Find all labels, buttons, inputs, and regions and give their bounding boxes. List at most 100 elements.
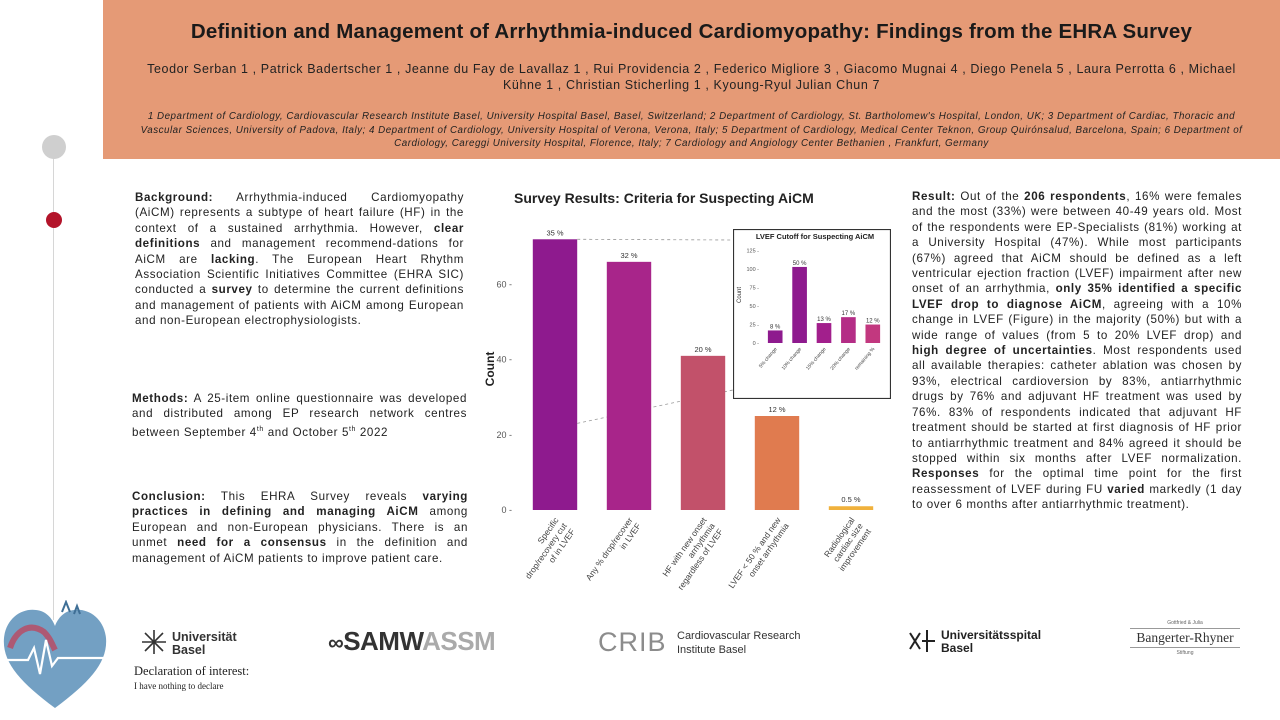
x-tick-label: Radiologicalcardiac sizeimprovement [820, 515, 873, 573]
result-text: Out of the [955, 190, 1025, 203]
bar-data-label: 20 % [694, 345, 711, 354]
inset-y-tick-label: 50 - [750, 304, 760, 310]
result-text: for the optimal time point for the first… [912, 467, 1242, 496]
inset-y-tick-label: 25 - [750, 323, 760, 329]
inset-title: LVEF Cutoff for Suspecting AiCM [756, 232, 874, 241]
samw-icon: ∞ [328, 630, 344, 655]
survey-bar-chart: Count 0 - 20 - 40 - 60 - 35 % Specificdrop/rec… [483, 228, 873, 596]
bar [754, 416, 800, 510]
inset-bar-data-label: 8 % [770, 324, 781, 330]
assm-text: ASSM [422, 626, 496, 656]
inset-bar [865, 324, 881, 343]
samw-text: SAMW [343, 626, 423, 656]
usb-logo-icon [909, 630, 935, 652]
methods-text: 2022 [356, 425, 389, 439]
result-label: Result: [912, 190, 956, 203]
result-section: Result: Out of the 206 respondents, 16% … [912, 189, 1242, 513]
result-emphasis: 206 respondents [1024, 190, 1127, 203]
bangerter-bottom: Stiftung [1176, 650, 1194, 656]
crib-logo: CRIB [598, 627, 667, 657]
lvef-inset-chart: LVEF Cutoff for Suspecting AiCM Count 0 - 2… [733, 229, 891, 399]
result-text: . Most respondents used all available th… [912, 344, 1242, 465]
usb-name: Universitätsspital Basel [941, 628, 1042, 655]
conclusion-emphasis: varying practices in defining and managi… [132, 490, 468, 519]
poster-header: Definition and Management of Arrhythmia-… [103, 0, 1280, 159]
bar-data-label: 12 % [768, 405, 785, 414]
x-tick-label-line: LVEF < 50 % and new [726, 515, 783, 590]
connector-line [577, 238, 734, 241]
inset-bar [767, 330, 783, 343]
result-emphasis: high degree of uncertainties [912, 344, 1093, 358]
timeline-rail [53, 150, 54, 620]
heart-ecg-icon [3, 600, 107, 708]
conclusion-section: Conclusion: This EHRA Survey reveals var… [132, 489, 468, 566]
bar [606, 261, 652, 510]
inset-y-tick-label: 0 - [753, 341, 760, 347]
declaration-text: I have nothing to declare [134, 681, 224, 691]
inset-y-tick-label: 125 - [746, 249, 759, 255]
inset-y-tick-label: 75 - [750, 286, 760, 292]
poster-title: Definition and Management of Arrhythmia-… [190, 20, 1193, 43]
conclusion-text: This EHRA Survey reveals [205, 490, 423, 503]
bar [532, 239, 578, 510]
result-emphasis: varied [1107, 482, 1145, 496]
inset-bar-data-label: 12 % [866, 319, 880, 325]
background-label: Background: [135, 191, 214, 204]
background-emphasis: survey [211, 283, 253, 297]
result-text: markedly (1 day to over 6 months after a… [912, 482, 1243, 512]
background-text: and management recommend-dations for AiC… [135, 237, 464, 266]
methods-label: Methods: [132, 392, 189, 405]
result-text: , 16% were females and the most (33%) we… [912, 190, 1243, 296]
y-axis-label: Count [483, 352, 497, 387]
background-emphasis: lacking [211, 252, 256, 266]
inset-y-axis-label: Count [737, 287, 743, 303]
y-tick-label: 60 - [496, 279, 512, 289]
declaration-of-interest: Declaration of interest: I have nothing … [134, 664, 249, 691]
timeline-dot-red [46, 212, 62, 228]
bangerter-top: Gottfried & Julia [1167, 620, 1203, 626]
affiliations: 1 Department of Cardiology, Cardiovascul… [140, 111, 1243, 149]
timeline-dot-grey [42, 135, 66, 159]
unibas-logo: Universität Basel [140, 628, 240, 658]
bar-data-label: 0.5 % [841, 495, 861, 504]
bar [680, 355, 726, 510]
conclusion-text: in the definition and management of AiCM… [132, 536, 468, 565]
bar-data-label: 32 % [620, 251, 637, 260]
methods-sup: th [256, 425, 264, 433]
inset-bar [841, 317, 856, 343]
methods-sup: th [349, 425, 357, 433]
crib-subtitle: Cardiovascular Research Institute Basel [677, 630, 801, 656]
x-tick-label: Specificdrop/recovery cutof in LVEF [515, 515, 578, 587]
bangerter-logo: Gottfried & Julia Bangerter-Rhyner Stift… [1130, 620, 1240, 656]
y-tick-label: 40 - [496, 355, 512, 365]
background-emphasis: clear definitions [135, 221, 464, 251]
x-tick-label: HF with new onsetarrhythmiaregardless of… [659, 515, 725, 592]
inset-y-tick-label: 100 - [746, 267, 759, 273]
background-text: Arrhythmia-induced Cardiomyopathy (AiCM)… [135, 191, 464, 235]
x-tick-label: Any % drop/recoverin LVEF [584, 515, 643, 588]
methods-section: Methods: A 25-item online questionnaire … [132, 391, 467, 440]
conclusion-label: Conclusion: [132, 490, 206, 503]
author-list: Teodor Serban 1 , Patrick Badertscher 1 … [147, 62, 1236, 92]
background-text: . The European Heart Rhythm Association … [135, 252, 464, 297]
result-text: , agreeing with a 10% change in LVEF (Fi… [912, 297, 1242, 342]
background-section: Background: Arrhythmia-induced Cardiomyo… [135, 190, 464, 329]
bar-data-label: 35 % [546, 228, 563, 237]
inset-bar-data-label: 13 % [817, 317, 831, 323]
bangerter-name: Bangerter-Rhyner [1130, 628, 1240, 648]
inset-bar [792, 266, 807, 343]
background-text: to determine the current definitions and… [135, 283, 465, 328]
inset-bar-data-label: 17 % [842, 311, 856, 317]
conclusion-emphasis: need for a consensus [177, 536, 327, 550]
x-tick-label: LVEF < 50 % and newonset arrhythmia [726, 515, 791, 596]
y-tick-label: 20 - [496, 430, 512, 440]
y-tick-label: 0 - [501, 505, 512, 515]
result-emphasis: only 35% identified a specific LVEF drop… [912, 282, 1242, 311]
unibas-name: Universität Basel [172, 630, 237, 657]
unibas-logo-icon [142, 630, 166, 654]
samw-logo: ∞SAMWASSM [328, 626, 496, 657]
inset-frame [733, 229, 891, 399]
inset-bar-data-label: 50 % [793, 261, 807, 267]
inset-bar [816, 323, 832, 343]
chart-title: Survey Results: Criteria for Suspecting … [514, 190, 814, 206]
